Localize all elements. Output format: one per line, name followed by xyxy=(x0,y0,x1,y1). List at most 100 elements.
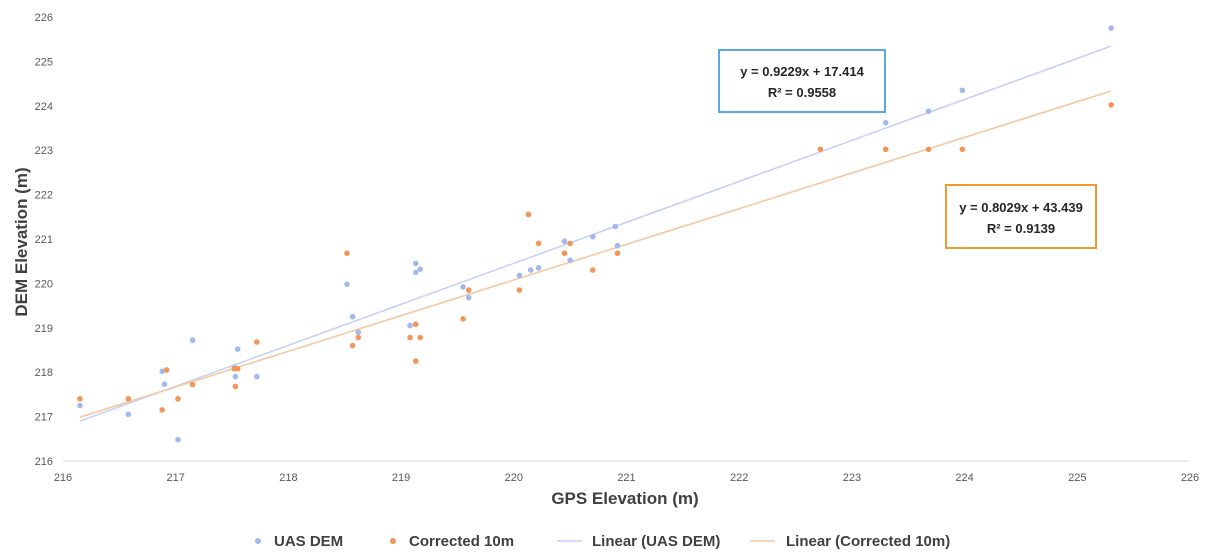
y-tick-label: 218 xyxy=(35,367,53,379)
legend-label-corrected-10m: Corrected 10m xyxy=(409,533,514,550)
y-tick-label: 224 xyxy=(35,101,53,113)
uas-dem-point xyxy=(232,373,239,380)
y-tick-label: 225 xyxy=(35,56,53,68)
legend: UAS DEM Corrected 10m Linear (UAS DEM) L… xyxy=(255,533,950,550)
corrected-10m-point xyxy=(561,250,568,257)
legend-label-uas-dem: UAS DEM xyxy=(274,533,343,550)
uas-dem-point xyxy=(612,223,619,230)
equation-corrected: y = 0.8029x + 43.439 xyxy=(959,200,1083,215)
corrected-10m-point xyxy=(163,367,170,373)
y-tick-label: 217 xyxy=(35,412,53,424)
y-axis-title: DEM Elevation (m) xyxy=(12,167,31,316)
x-tick-label: 223 xyxy=(843,472,861,484)
uas-dem-point xyxy=(412,260,419,267)
uas-dem-point xyxy=(175,436,181,443)
uas-dem-point xyxy=(349,313,356,320)
x-tick-label: 222 xyxy=(730,472,748,484)
equation-box-corrected: y = 0.8029x + 43.439 R² = 0.9139 xyxy=(945,184,1097,249)
corrected-10m-point xyxy=(407,334,413,341)
corrected-10m-point xyxy=(175,396,181,402)
uas-dem-point xyxy=(234,346,241,352)
equation-box-uas-frame xyxy=(718,49,886,113)
corrected-10m-point xyxy=(535,240,542,247)
trendlines xyxy=(79,45,1112,422)
uas-dem-point xyxy=(412,269,419,276)
uas-dem-point xyxy=(161,381,168,387)
x-tick-label: 226 xyxy=(1181,472,1199,484)
x-axis-title: GPS Elevation (m) xyxy=(551,489,698,508)
trendline-uas-dem xyxy=(79,45,1112,422)
corrected-10m-point xyxy=(882,146,889,153)
corrected-10m-point xyxy=(77,396,83,402)
uas-dem-point xyxy=(460,284,466,290)
uas-dem-point xyxy=(516,272,523,279)
corrected-10m-point xyxy=(159,407,165,413)
corrected-10m-point xyxy=(234,365,241,372)
uas-dem-point xyxy=(567,257,573,264)
tick-labels: 216 217 218 219 220 221 222 223 224 225 226 216 217 2… xyxy=(35,12,1200,484)
uas-dem-point xyxy=(125,411,132,418)
uas-dem-point xyxy=(355,329,362,336)
trendline-corrected-10m xyxy=(79,90,1112,418)
x-tick-label: 220 xyxy=(505,472,523,484)
y-tick-label: 219 xyxy=(35,323,53,335)
legend-marker-corrected-10m xyxy=(390,538,396,544)
equation-box-uas: y = 0.9229x + 17.414 R² = 0.9558 xyxy=(718,49,886,113)
corrected-10m-point xyxy=(525,211,532,218)
uas-dem-point xyxy=(417,266,424,272)
corrected-10m-point xyxy=(817,146,824,153)
equation-uas: y = 0.9229x + 17.414 xyxy=(740,64,864,79)
x-tick-label: 221 xyxy=(617,472,635,484)
x-tick-label: 216 xyxy=(54,472,72,484)
corrected-10m-point xyxy=(516,287,523,293)
corrected-10m-point xyxy=(465,287,472,293)
data-points xyxy=(77,25,1114,443)
uas-dem-point xyxy=(561,238,568,245)
uas-dem-point xyxy=(614,242,621,249)
x-tick-label: 218 xyxy=(279,472,297,484)
corrected-10m-point xyxy=(125,396,132,402)
corrected-10m-point xyxy=(355,334,362,341)
corrected-10m-point xyxy=(232,383,239,390)
r2-corrected: R² = 0.9139 xyxy=(987,221,1055,236)
uas-dem-point xyxy=(344,281,350,288)
uas-dem-point xyxy=(159,368,165,375)
corrected-10m-point xyxy=(254,339,260,345)
uas-dem-point xyxy=(77,402,83,409)
y-tick-label: 220 xyxy=(35,278,53,290)
x-tick-label: 225 xyxy=(1068,472,1086,484)
x-tick-label: 219 xyxy=(392,472,410,484)
corrected-10m-point xyxy=(344,250,350,257)
corrected-10m-point xyxy=(349,342,356,349)
y-tick-label: 216 xyxy=(35,456,53,468)
corrected-10m-point xyxy=(412,321,419,328)
corrected-10m-point xyxy=(412,358,419,364)
corrected-10m-point xyxy=(567,240,573,247)
uas-dem-point xyxy=(882,119,889,126)
uas-dem-point xyxy=(254,373,260,380)
uas-dem-point xyxy=(407,322,413,329)
y-tick-label: 226 xyxy=(35,12,53,24)
corrected-10m-point xyxy=(614,250,621,257)
uas-dem-point xyxy=(535,265,542,271)
corrected-10m-point xyxy=(959,146,966,153)
uas-dem-point xyxy=(465,294,472,301)
y-tick-label: 221 xyxy=(35,234,53,246)
y-tick-label: 223 xyxy=(35,145,53,157)
uas-dem-point xyxy=(527,267,534,273)
corrected-10m-point xyxy=(189,381,196,388)
corrected-10m-point xyxy=(460,316,466,322)
uas-dem-point xyxy=(959,87,966,94)
legend-marker-uas-dem xyxy=(255,538,261,544)
uas-dem-point xyxy=(925,108,932,114)
legend-label-linear-corrected: Linear (Corrected 10m) xyxy=(786,533,950,550)
equation-box-corrected-frame xyxy=(945,184,1097,249)
r2-uas: R² = 0.9558 xyxy=(768,85,836,100)
corrected-10m-point xyxy=(1108,102,1114,108)
x-tick-label: 217 xyxy=(167,472,185,484)
corrected-10m-point xyxy=(589,267,596,273)
uas-dem-point xyxy=(1108,25,1114,31)
legend-label-linear-uas: Linear (UAS DEM) xyxy=(592,533,720,550)
uas-dem-point xyxy=(589,233,596,240)
